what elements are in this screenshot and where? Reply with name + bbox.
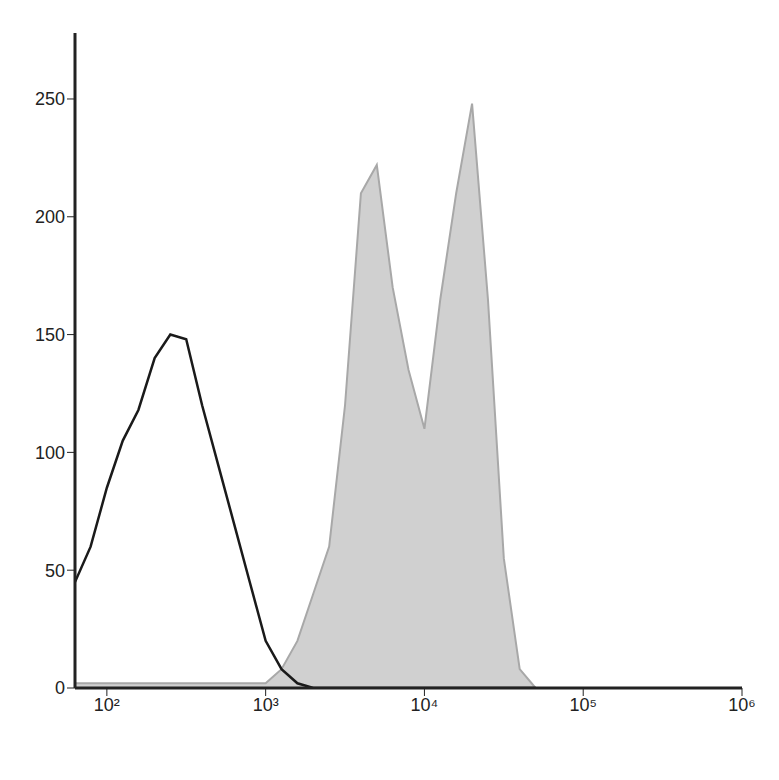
svg-text:10³: 10³ (253, 695, 279, 715)
svg-text:10⁶: 10⁶ (728, 695, 755, 715)
svg-text:200: 200 (35, 207, 65, 227)
svg-text:10⁵: 10⁵ (569, 695, 596, 715)
svg-text:50: 50 (45, 561, 65, 581)
svg-text:250: 250 (35, 89, 65, 109)
svg-text:150: 150 (35, 325, 65, 345)
svg-text:100: 100 (35, 443, 65, 463)
svg-text:0: 0 (55, 678, 65, 698)
svg-text:10⁴: 10⁴ (411, 695, 439, 715)
svg-text:10²: 10² (94, 695, 120, 715)
